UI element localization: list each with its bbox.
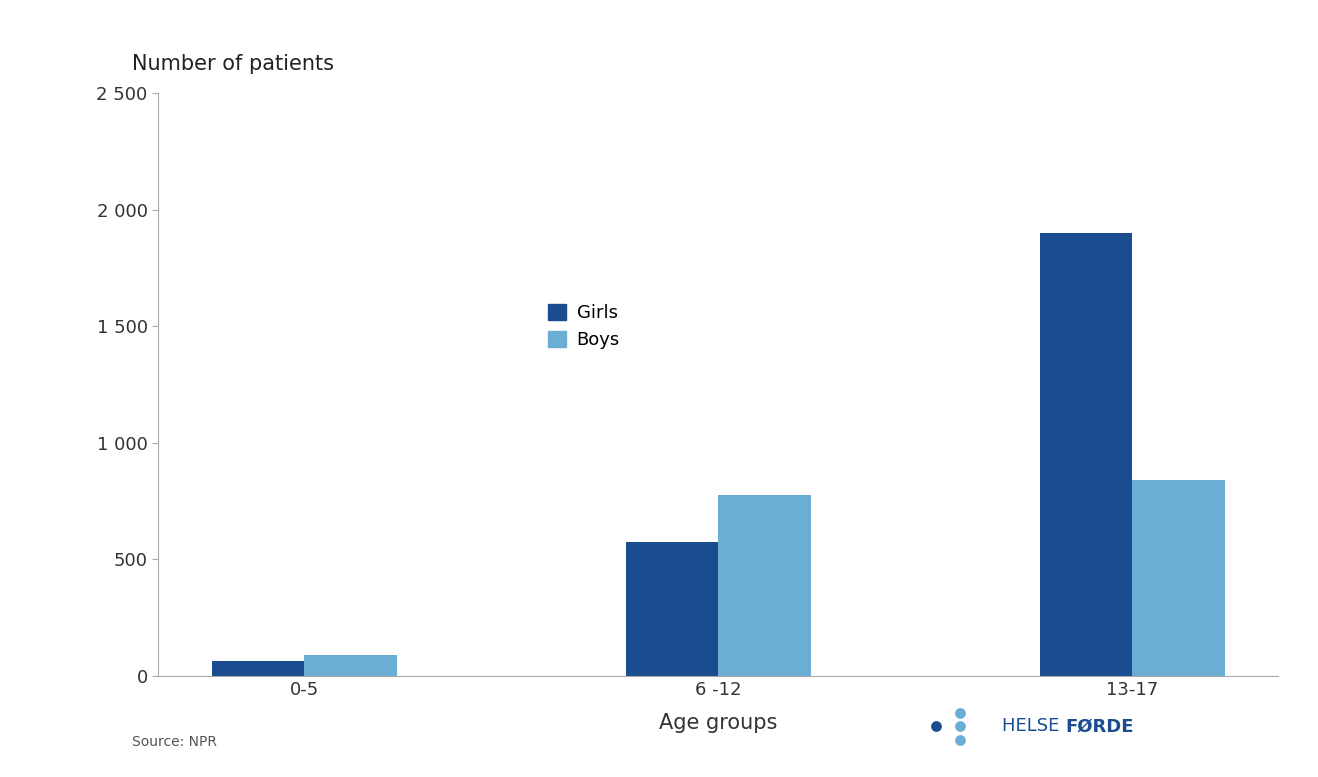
Point: [925, 720, 946, 733]
Point: [949, 734, 970, 747]
Bar: [718, 496, 811, 676]
Bar: [1040, 233, 1132, 676]
Bar: [626, 542, 718, 676]
Bar: [212, 660, 304, 676]
Bar: [1132, 480, 1224, 676]
Point: [949, 706, 970, 719]
Text: HELSE: HELSE: [1002, 717, 1065, 736]
X-axis label: Age groups: Age groups: [659, 713, 778, 733]
Text: Source: NPR: Source: NPR: [132, 735, 216, 749]
Text: FØRDE: FØRDE: [1065, 717, 1133, 736]
Bar: [304, 655, 397, 676]
Legend: Girls, Boys: Girls, Boys: [548, 304, 619, 349]
Point: [949, 720, 970, 733]
Text: Number of patients: Number of patients: [132, 54, 333, 75]
